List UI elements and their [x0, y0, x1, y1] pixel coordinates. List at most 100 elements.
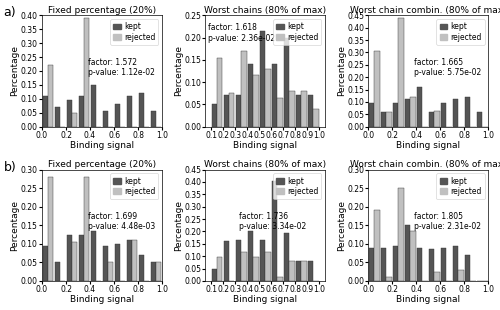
Bar — [453, 246, 458, 281]
Bar — [248, 232, 253, 281]
Bar — [417, 247, 422, 281]
Text: factor: 1.736
p-value: 3.34e-02: factor: 1.736 p-value: 3.34e-02 — [239, 212, 306, 231]
Bar — [229, 93, 234, 126]
Bar — [72, 242, 78, 281]
Bar — [386, 277, 392, 281]
Bar — [381, 112, 386, 126]
Bar — [79, 235, 84, 281]
Bar — [369, 103, 374, 126]
Bar — [151, 262, 156, 281]
Bar — [398, 18, 404, 126]
Bar — [224, 241, 229, 281]
Bar — [277, 277, 282, 281]
Bar — [156, 262, 162, 281]
Bar — [91, 231, 96, 281]
Bar — [284, 233, 289, 281]
Bar — [103, 111, 108, 126]
Bar — [91, 85, 96, 126]
Bar — [314, 109, 318, 126]
X-axis label: Binding signal: Binding signal — [396, 141, 460, 150]
Bar — [429, 249, 434, 281]
Bar — [236, 240, 241, 281]
Bar — [381, 247, 386, 281]
Bar — [248, 64, 253, 126]
Text: b): b) — [4, 161, 16, 174]
Bar — [272, 181, 277, 281]
Bar — [296, 95, 302, 126]
Bar — [139, 93, 144, 126]
Y-axis label: Percentage: Percentage — [337, 46, 346, 96]
Bar — [55, 262, 60, 281]
Title: Fixed percentage (20%): Fixed percentage (20%) — [48, 160, 156, 169]
Bar — [127, 96, 132, 126]
Bar — [151, 111, 156, 126]
Y-axis label: Percentage: Percentage — [174, 46, 182, 96]
Bar — [458, 270, 464, 281]
Legend: kept, rejected: kept, rejected — [110, 19, 158, 45]
Bar — [308, 95, 314, 126]
Bar — [410, 97, 416, 126]
Bar — [417, 87, 422, 126]
Legend: kept, rejected: kept, rejected — [110, 174, 158, 199]
Bar — [212, 104, 217, 126]
Bar — [453, 100, 458, 126]
Bar — [260, 31, 265, 126]
Bar — [132, 240, 138, 281]
Bar — [429, 112, 434, 126]
Bar — [67, 235, 72, 281]
Bar — [272, 64, 277, 126]
Title: Worst chains (80% of max): Worst chains (80% of max) — [204, 160, 326, 169]
Bar — [127, 240, 132, 281]
Bar — [67, 100, 72, 126]
Bar — [108, 262, 114, 281]
X-axis label: Binding signal: Binding signal — [233, 295, 298, 304]
Bar — [386, 112, 392, 126]
Bar — [289, 91, 294, 126]
Title: Worst chain combin. (80% of max): Worst chain combin. (80% of max) — [350, 6, 500, 15]
Bar — [441, 103, 446, 126]
Bar — [84, 18, 89, 126]
Bar — [260, 240, 265, 281]
Legend: kept, rejected: kept, rejected — [274, 19, 322, 45]
Bar — [103, 246, 108, 281]
Text: factor: 1.572
p-value: 1.12e-02: factor: 1.572 p-value: 1.12e-02 — [88, 58, 154, 77]
Bar — [42, 246, 48, 281]
Text: factor: 1.805
p-value: 2.31e-02: factor: 1.805 p-value: 2.31e-02 — [414, 212, 481, 231]
Text: factor: 1.665
p-value: 5.75e-02: factor: 1.665 p-value: 5.75e-02 — [414, 58, 482, 77]
Bar — [302, 261, 306, 281]
Bar — [115, 104, 120, 126]
Bar — [302, 91, 306, 126]
Bar — [405, 225, 410, 281]
Bar — [296, 261, 302, 281]
X-axis label: Binding signal: Binding signal — [70, 295, 134, 304]
Text: factor: 1.699
p-value: 4.48e-03: factor: 1.699 p-value: 4.48e-03 — [88, 212, 155, 231]
Bar — [465, 255, 470, 281]
Legend: kept, rejected: kept, rejected — [436, 174, 484, 199]
Bar — [212, 268, 217, 281]
X-axis label: Binding signal: Binding signal — [233, 141, 298, 150]
Bar — [217, 58, 222, 126]
Bar — [48, 177, 54, 281]
Legend: kept, rejected: kept, rejected — [274, 174, 322, 199]
Bar — [308, 261, 314, 281]
Bar — [265, 69, 270, 126]
Bar — [265, 252, 270, 281]
Bar — [253, 75, 258, 126]
Bar — [369, 247, 374, 281]
Bar — [55, 107, 60, 126]
Bar — [253, 257, 258, 281]
Bar — [398, 188, 404, 281]
Title: Fixed percentage (20%): Fixed percentage (20%) — [48, 6, 156, 15]
Bar — [72, 113, 78, 126]
Title: Worst chains (80% of max): Worst chains (80% of max) — [204, 6, 326, 15]
Bar — [277, 98, 282, 126]
Bar — [84, 177, 89, 281]
Text: a): a) — [4, 7, 16, 20]
Bar — [284, 38, 289, 126]
Bar — [410, 231, 416, 281]
Bar — [374, 210, 380, 281]
Bar — [441, 247, 446, 281]
Bar — [393, 103, 398, 126]
Bar — [241, 51, 246, 126]
Bar — [405, 100, 410, 126]
